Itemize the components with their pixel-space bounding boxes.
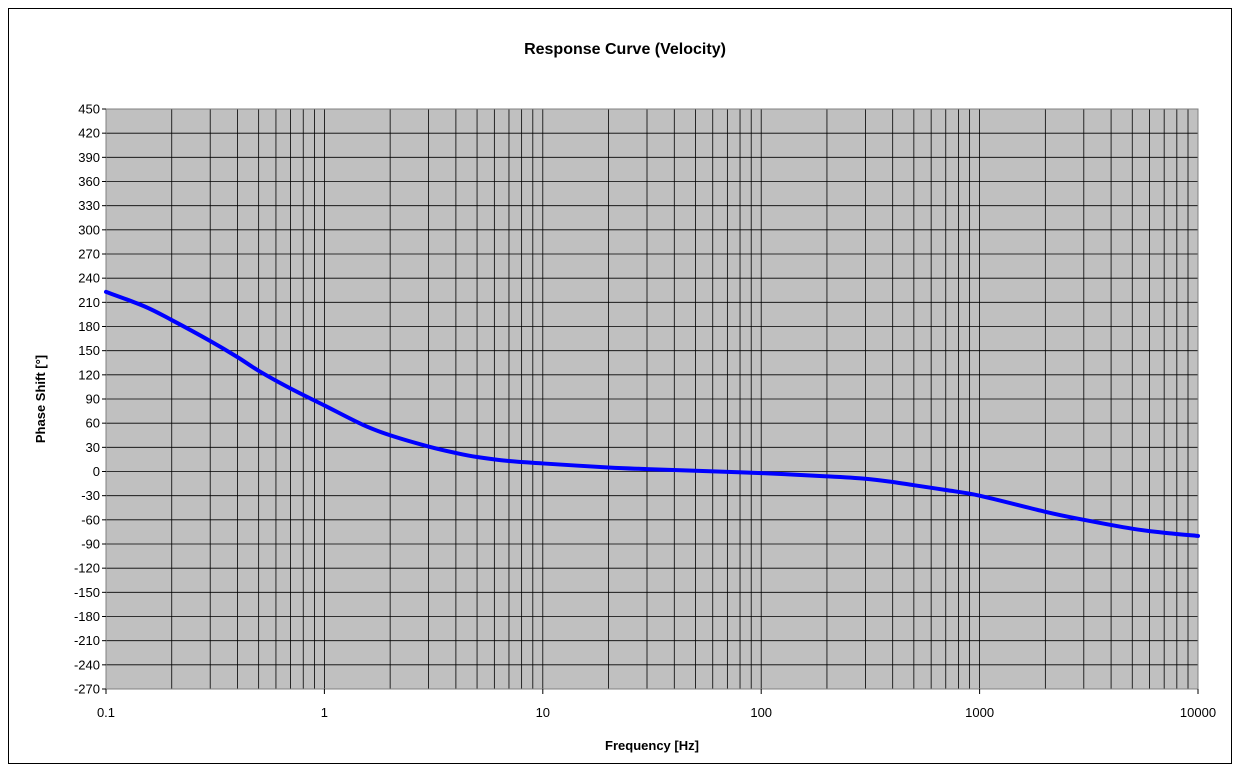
y-tick-label: 450 <box>78 102 100 117</box>
y-tick-label: -150 <box>74 585 100 600</box>
data-point <box>105 291 107 293</box>
y-tick-label: 420 <box>78 126 100 141</box>
y-tick-label: 30 <box>86 440 100 455</box>
data-point <box>1131 527 1134 530</box>
y-tick-label: 270 <box>78 247 100 262</box>
chart-frame: Response Curve (Velocity) 450 420 390 360 33… <box>8 8 1232 764</box>
data-point <box>913 484 915 486</box>
data-point <box>542 462 544 465</box>
series-layer <box>104 289 1200 538</box>
data-point <box>455 452 457 454</box>
y-tick-label: 60 <box>86 416 100 431</box>
data-point <box>864 477 867 480</box>
y-tick-label: -210 <box>74 633 100 648</box>
x-tick-label: 100 <box>750 705 772 720</box>
y-tick-label: 0 <box>93 464 100 479</box>
data-point <box>427 445 430 448</box>
x-tick-label: 1 <box>321 705 328 720</box>
data-point <box>646 468 648 470</box>
y-tick-label: -240 <box>74 657 100 672</box>
data-point <box>257 370 260 372</box>
data-point <box>694 469 697 472</box>
data-point <box>1197 535 1199 537</box>
data-point <box>891 481 894 483</box>
y-tick-label: -120 <box>74 561 100 576</box>
response-chart: Response Curve (Velocity) 450 420 390 360 33… <box>33 41 1216 753</box>
data-point <box>323 404 326 407</box>
data-point <box>760 472 762 474</box>
data-point <box>1083 519 1085 521</box>
data-point <box>607 466 610 469</box>
data-point <box>476 456 478 458</box>
data-point <box>978 494 981 497</box>
y-tick-label: 300 <box>78 222 100 237</box>
y-tick-label: -180 <box>74 609 100 624</box>
y-tick-label: -30 <box>81 488 100 503</box>
y-tick-label: -270 <box>74 682 100 697</box>
y-tick-label: -90 <box>81 537 100 552</box>
data-point <box>389 434 391 437</box>
data-point <box>143 305 146 308</box>
y-tick-label: 360 <box>78 174 100 189</box>
data-point <box>1044 510 1047 513</box>
data-point <box>508 460 510 462</box>
y-tick-label: 120 <box>78 367 100 382</box>
y-axis-title: Phase Shift [°] <box>33 355 48 443</box>
data-point <box>362 423 364 426</box>
chart-title: Response Curve (Velocity) <box>524 41 726 58</box>
y-tick-label: 330 <box>78 198 100 213</box>
y-tick-label: 150 <box>78 343 100 358</box>
y-tick-label: 180 <box>78 319 100 334</box>
x-axis-ticks: 0.1 1 10 100 1000 10000 <box>97 689 1216 720</box>
grid-lines <box>105 108 1199 690</box>
y-tick-label: 90 <box>86 392 100 407</box>
y-axis-ticks: 4504203903603303002702402101801501209060… <box>74 102 106 697</box>
y-tick-label: 390 <box>78 150 100 165</box>
x-tick-label: 10000 <box>1180 705 1216 720</box>
x-axis-title: Frequency [Hz] <box>605 738 699 753</box>
data-point <box>944 489 947 491</box>
data-point <box>236 356 239 358</box>
data-point <box>1163 531 1165 534</box>
data-point <box>289 387 292 390</box>
data-point <box>170 319 173 321</box>
x-tick-label: 0.1 <box>97 705 115 720</box>
data-point <box>209 340 211 342</box>
y-tick-label: 210 <box>78 295 100 310</box>
y-tick-label: 240 <box>78 271 100 286</box>
y-tick-label: -60 <box>81 512 100 527</box>
data-point <box>826 475 828 478</box>
x-tick-label: 1000 <box>965 705 994 720</box>
x-tick-label: 10 <box>536 705 550 720</box>
